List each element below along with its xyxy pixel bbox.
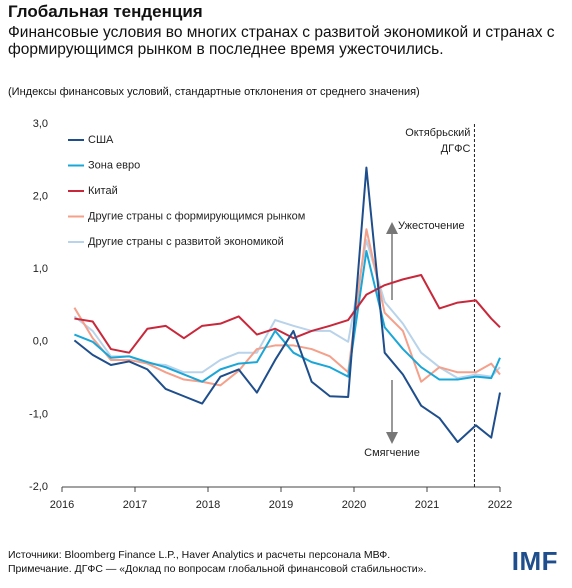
x-tick-label: 2019 (269, 499, 293, 511)
y-tick-label: -2,0 (29, 481, 48, 493)
note: Примечание. ДГФС — «Доклад по вопросам г… (8, 563, 427, 575)
series-line (73, 239, 501, 380)
x-tick-label: 2022 (488, 499, 512, 511)
x-tick-label: 2021 (415, 499, 439, 511)
legend-label: США (88, 134, 114, 146)
annotation: Октябрьский (405, 127, 470, 139)
y-tick-label: 0,0 (33, 336, 48, 348)
x-tick-label: 2016 (50, 499, 74, 511)
subtitle: Финансовые условия во многих странах с р… (8, 24, 555, 58)
units-note: (Индексы финансовых условий, стандартные… (8, 86, 420, 98)
y-tick-label: -1,0 (29, 408, 48, 420)
series-line (73, 166, 501, 443)
legend-label: Китай (88, 185, 118, 197)
x-tick-label: 2018 (196, 499, 220, 511)
series-line (73, 228, 501, 387)
series-line (74, 250, 501, 383)
title: Глобальная тенденция (8, 2, 203, 21)
y-tick-label: 1,0 (33, 263, 48, 275)
sources: Источники: Bloomberg Finance L.P., Haver… (8, 549, 391, 561)
y-tick-label: 2,0 (33, 191, 48, 203)
legend-label: Зона евро (88, 159, 140, 171)
series-line (74, 274, 501, 354)
annotation: Ужесточение (398, 220, 465, 232)
x-tick-label: 2017 (123, 499, 147, 511)
y-tick-label: 3,0 (33, 118, 48, 130)
footer: Источники: Bloomberg Finance L.P., Haver… (8, 548, 426, 576)
legend-label: Другие страны с развитой экономикой (88, 236, 284, 248)
legend-label: Другие страны с формирующимся рынком (88, 210, 305, 222)
annotation: Смягчение (364, 447, 420, 459)
logo: IMF (511, 546, 558, 576)
annotation: ДГФС (441, 143, 471, 155)
x-tick-label: 2020 (342, 499, 366, 511)
